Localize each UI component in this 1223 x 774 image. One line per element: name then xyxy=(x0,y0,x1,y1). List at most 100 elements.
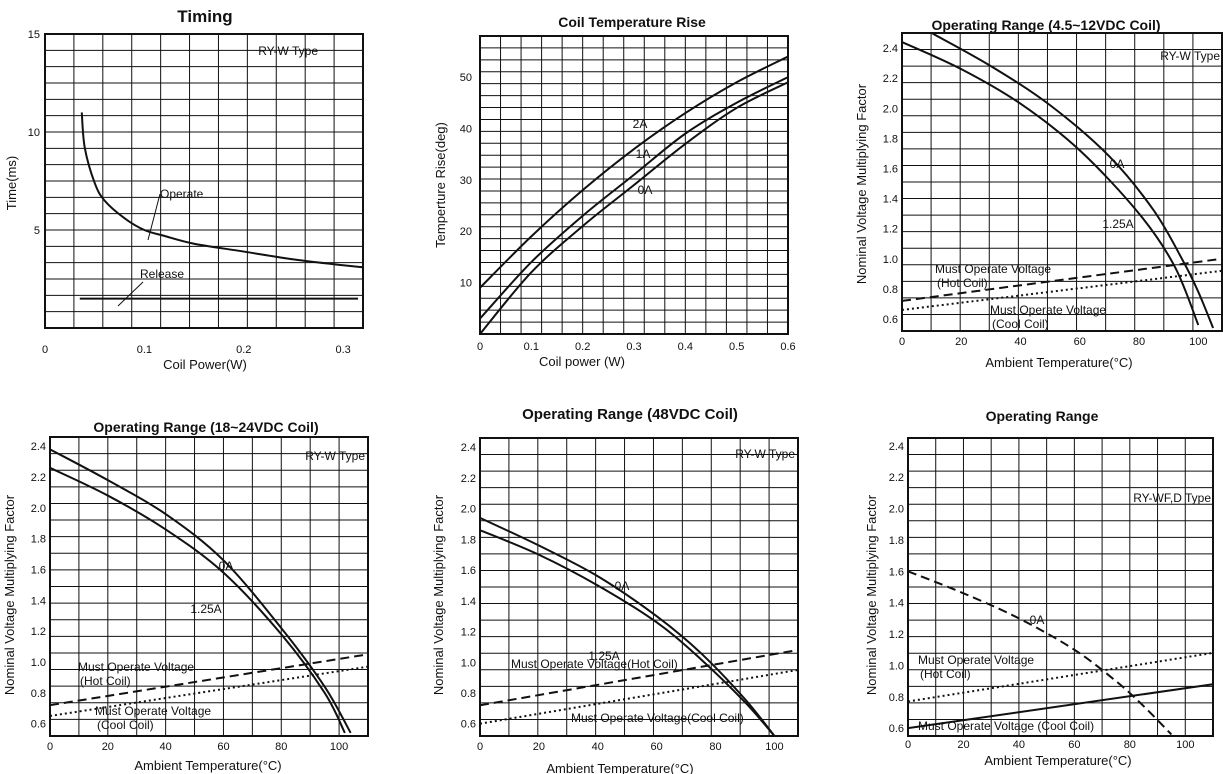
y-tick-label: 0.8 xyxy=(889,692,904,704)
y-tick-label: 1.2 xyxy=(889,629,904,641)
y-tick-label: 1.0 xyxy=(889,660,904,672)
chart-panel-1: Timing Coil Power(W) Time(ms) RY-W Type 0 0.1… xyxy=(4,7,364,372)
series-line-2 xyxy=(901,257,1223,302)
y-axis-label: Nominal Voltage Multiplying Factor xyxy=(431,494,446,695)
series-line-0 xyxy=(80,112,364,269)
series-line-0 xyxy=(931,32,1215,329)
x-tick-label: 100 xyxy=(330,741,348,753)
x-tick-label: 20 xyxy=(955,336,967,348)
annotation-label: (Hot Coil) xyxy=(80,674,131,688)
y-tick-label: 2.0 xyxy=(461,504,476,516)
chart-panel-5: Operating Range (48VDC Coil) Ambient Temp… xyxy=(431,406,799,774)
annotation-label: (Hot Coil) xyxy=(937,276,988,290)
y-tick-label: 2.0 xyxy=(883,103,898,115)
x-tick-label: 0.4 xyxy=(678,341,693,353)
x-tick-label: 0.2 xyxy=(575,341,590,353)
x-tick-label: 100 xyxy=(1176,739,1194,751)
annotation-label: (Hot Coil) xyxy=(920,667,971,681)
y-tick-label: 10 xyxy=(28,127,40,139)
plot-frame xyxy=(479,35,789,335)
x-tick-label: 80 xyxy=(709,741,721,753)
annotation-leader xyxy=(147,193,161,241)
y-tick-label: 0.8 xyxy=(883,284,898,296)
type-label: RY-W Type xyxy=(1160,49,1220,63)
x-tick-label: 60 xyxy=(651,741,663,753)
x-tick-label: 40 xyxy=(1013,739,1025,751)
type-label: RY-W Type xyxy=(305,449,365,463)
chart-title: Timing xyxy=(177,7,232,26)
chart-panel-2: Coil Temperature Rise Coil power (W) Tempe… xyxy=(433,14,796,369)
x-tick-label: 40 xyxy=(592,741,604,753)
annotation-label: Must Operate Voltage(Cool Coil) xyxy=(571,711,744,725)
x-tick-label: 0.3 xyxy=(335,344,350,356)
y-axis-label: Temperture Rise(deg) xyxy=(433,122,448,248)
y-tick-label: 1.6 xyxy=(889,566,904,578)
series-line-2 xyxy=(479,648,799,707)
chart-panel-3: Operating Range (4.5~12VDC Coil) Ambient … xyxy=(854,17,1223,370)
x-axis-label: Ambient Temperature(°C) xyxy=(546,761,693,774)
y-tick-label: 1.8 xyxy=(889,535,904,547)
annotation-label: Must Operate Voltage xyxy=(95,704,211,718)
plot-frame xyxy=(479,437,799,737)
x-axis-label: Ambient Temperature(°C) xyxy=(984,753,1131,768)
chart-title: Operating Range xyxy=(986,408,1099,424)
y-axis-label: Nominal Voltage Multiplying Factor xyxy=(864,494,879,695)
y-tick-label: 2.2 xyxy=(31,472,46,484)
annotation-label: Must Operate Voltage xyxy=(935,262,1051,276)
x-axis-label: Ambient Temperature(°C) xyxy=(134,758,281,773)
x-tick-label: 40 xyxy=(1014,336,1026,348)
series-label: 0A xyxy=(1030,613,1045,627)
y-tick-label: 10 xyxy=(460,278,472,290)
annotation-label: Must Operate Voltage xyxy=(918,653,1034,667)
x-tick-label: 0 xyxy=(42,344,48,356)
y-tick-label: 0.6 xyxy=(883,314,898,326)
type-label: RY-WF,D Type xyxy=(1133,491,1211,505)
series-line-0 xyxy=(479,55,789,289)
x-tick-label: 0.2 xyxy=(236,344,251,356)
y-tick-label: 40 xyxy=(460,123,472,135)
series-line-0 xyxy=(49,448,352,734)
type-label: RY-W Type xyxy=(258,44,318,58)
plot-frame xyxy=(44,33,364,329)
y-tick-label: 0.6 xyxy=(461,719,476,731)
y-tick-label: 20 xyxy=(460,226,472,238)
y-tick-label: 1.2 xyxy=(461,627,476,639)
y-tick-label: 1.2 xyxy=(883,224,898,236)
series-label: 0A xyxy=(1110,157,1125,171)
x-tick-label: 0.5 xyxy=(729,341,744,353)
series-line-0 xyxy=(907,570,1173,736)
y-tick-label: 2.4 xyxy=(883,43,898,55)
x-tick-label: 0 xyxy=(899,336,905,348)
x-axis-label: Coil Power(W) xyxy=(163,357,247,372)
series-label: 1.25A xyxy=(1102,217,1133,231)
series-label: 0A xyxy=(219,559,234,573)
y-tick-label: 5 xyxy=(34,225,40,237)
annotation-label: Must Operate Voltage (Cool Coil) xyxy=(918,719,1094,733)
y-axis-label: Nominal Voltage Multiplying Factor xyxy=(2,494,17,695)
series-line-1 xyxy=(901,41,1200,326)
x-tick-label: 20 xyxy=(533,741,545,753)
y-tick-label: 2.0 xyxy=(889,504,904,516)
chart-title: Coil Temperature Rise xyxy=(558,14,706,30)
y-tick-label: 0.8 xyxy=(461,688,476,700)
series-label: 1.25A xyxy=(190,602,221,616)
series-line-3 xyxy=(479,668,799,725)
y-tick-label: 0.6 xyxy=(31,719,46,731)
x-tick-label: 0 xyxy=(477,741,483,753)
annotation-label: (Cool Coil) xyxy=(97,718,154,732)
y-tick-label: 0.8 xyxy=(31,688,46,700)
series-line-3 xyxy=(901,269,1223,311)
plot-frame xyxy=(49,436,369,737)
x-axis-label: Coil power (W) xyxy=(539,354,625,369)
y-tick-label: 1.4 xyxy=(461,596,476,608)
chart-title: Operating Range (18~24VDC Coil) xyxy=(93,419,318,435)
series-line-0 xyxy=(479,516,776,737)
series-line-3 xyxy=(49,665,369,717)
plot-frame xyxy=(901,32,1223,332)
y-tick-label: 2.2 xyxy=(461,473,476,485)
x-tick-label: 0 xyxy=(477,341,483,353)
x-axis-label: Ambient Temperature(°C) xyxy=(985,355,1132,370)
y-tick-label: 1.6 xyxy=(883,163,898,175)
x-tick-label: 0.3 xyxy=(626,341,641,353)
